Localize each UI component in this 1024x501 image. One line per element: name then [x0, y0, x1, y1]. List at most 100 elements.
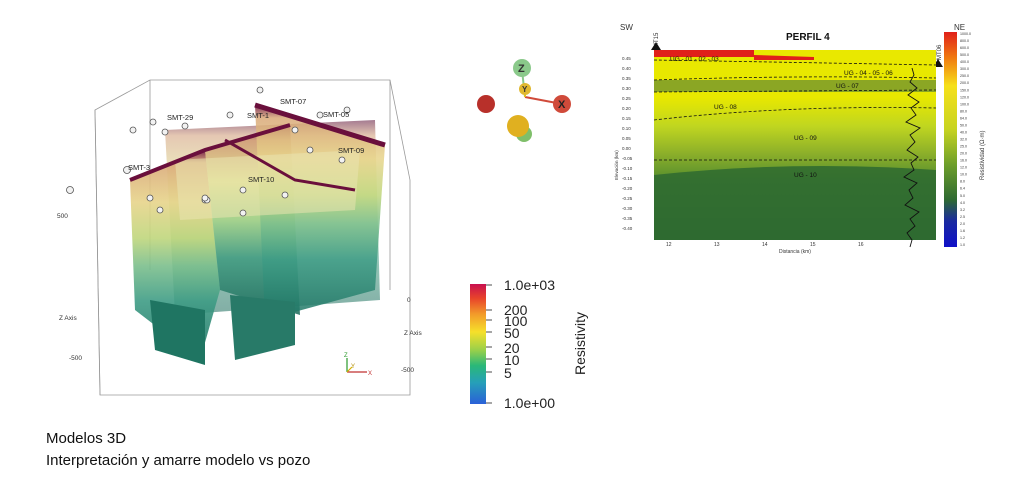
colorbar-tick: 10 — [504, 352, 520, 368]
unit-label: UG - 08 — [714, 104, 737, 111]
unit-label: UG - 10 — [794, 172, 817, 179]
colorbar-tick: 1.0e+00 — [504, 395, 555, 410]
scale-label: 800.0 — [960, 39, 969, 43]
station-label: SMT-1 — [247, 111, 269, 120]
y-tick: -0.40 — [622, 226, 633, 231]
scale-label: 1.2 — [960, 236, 965, 240]
y-tick: 0.15 — [622, 116, 631, 121]
well-log-trace — [903, 67, 921, 248]
station-marker-left — [651, 42, 661, 50]
right-direction: NE — [954, 23, 965, 32]
station-label: SMT-09 — [338, 146, 364, 155]
scale-label: 300.0 — [960, 67, 969, 71]
section-foot-mid — [230, 295, 295, 360]
scale-label: 1.6 — [960, 229, 965, 233]
x-axis-label: X — [558, 99, 566, 111]
y-tick: 0.35 — [622, 76, 631, 81]
axis-tick: -500 — [69, 355, 82, 362]
station-label: SMT-29 — [167, 113, 193, 122]
rim-3 — [224, 138, 356, 192]
mini-axes: Z Y X — [344, 353, 372, 377]
y-tick: -0.20 — [622, 186, 633, 191]
scale-label: 12.0 — [960, 166, 967, 170]
y-tick: -0.35 — [622, 216, 633, 221]
slice-top — [175, 150, 360, 220]
neg-y-dot — [507, 115, 529, 137]
mini-axis-z: Z — [344, 353, 348, 359]
station-label: SMT-07 — [280, 97, 306, 106]
right-station: MT06 — [937, 44, 943, 60]
z-axis-dot — [513, 59, 531, 77]
x-tick: 12 — [666, 242, 672, 248]
scale-label: 32.0 — [960, 138, 967, 142]
colorbar-tick: 1.0e+03 — [504, 280, 555, 293]
scale-label: 600.0 — [960, 46, 969, 50]
scale-label: 40.0 — [960, 130, 967, 134]
left-direction: SW — [620, 23, 633, 32]
y-tick: 0.40 — [622, 66, 631, 71]
colorbar-tick: 100 — [504, 313, 528, 329]
scale-label: 200.0 — [960, 81, 969, 85]
y-tick: 0.05 — [622, 136, 631, 141]
y-axis-label: Elevación (km) — [614, 150, 619, 180]
x-tick: 13 — [714, 242, 720, 248]
axis-label-right: Z Axis — [404, 330, 422, 337]
model-3d-view[interactable]: SMT-29 SMT-07 SMT-05 SMT-09 SMT-3 SMT-1 … — [55, 70, 425, 410]
scale-label: 20.0 — [960, 152, 967, 156]
rim-2 — [254, 102, 386, 148]
scale-label: 8.0 — [960, 180, 965, 184]
section-foot-left — [150, 300, 205, 365]
scale-label: 10.0 — [960, 173, 967, 177]
station-label: SMT-3 — [128, 163, 150, 172]
station-label: SMT-05 — [323, 110, 349, 119]
unit-label: UG - 07 — [836, 83, 859, 90]
scale-label: 250.0 — [960, 74, 969, 78]
unit-label: UG - 04 - 05 - 06 — [844, 70, 893, 77]
scale-label: 25.0 — [960, 145, 967, 149]
station-points — [66, 86, 351, 217]
axis-tick: -500 — [401, 367, 414, 374]
y-tick: 0.45 — [622, 56, 631, 61]
scale-label: 5.0 — [960, 194, 965, 198]
unit-label: UG - 09 — [794, 135, 817, 142]
y-tick: -0.30 — [622, 206, 633, 211]
colorbar-title: Resistivity — [572, 312, 588, 375]
y-tick: -0.05 — [622, 156, 633, 161]
scale-label: 6.4 — [960, 187, 965, 191]
y-axis-label: Y — [522, 85, 528, 94]
colorbar-tick: 5 — [504, 365, 512, 381]
scale-label: 80.0 — [960, 109, 967, 113]
y-axis-dot — [519, 83, 531, 95]
left-station: MT15 — [654, 32, 660, 48]
y-tick: 0.30 — [622, 86, 631, 91]
x-tick: 14 — [762, 242, 768, 248]
scale-title: Resistividad (Ω·m) — [980, 131, 986, 181]
axis-label-left: Z Axis — [59, 315, 77, 322]
scale-label: 4.0 — [960, 201, 965, 205]
scale-label: 100.0 — [960, 102, 969, 106]
resistivity-scale — [944, 32, 957, 247]
colorbar-tick: 50 — [504, 325, 520, 341]
y-tick: 0.10 — [622, 126, 631, 131]
axis-tick: 0 — [407, 297, 411, 304]
neg-x-dot — [477, 95, 495, 113]
scale-label: 50.0 — [960, 123, 967, 127]
colorbar-scale: 1.0e+03 200 100 50 20 10 5 1.0e+00 Resis… — [486, 280, 588, 410]
station-label: SMT-10 — [248, 175, 274, 184]
profile-panel[interactable]: SW PERFIL 4 NE MT15 MT06 UG - 01 - 02 - … — [614, 20, 999, 255]
scale-label: 3.2 — [960, 208, 965, 212]
x-axis-dot — [553, 95, 571, 113]
z-axis-label: Z — [518, 63, 525, 75]
orientation-widget[interactable]: Z Y X — [470, 52, 580, 152]
caption-line-2: Interpretación y amarre modelo vs pozo — [46, 452, 311, 469]
unit-label: UG - 01 - 02 - 03 — [670, 56, 719, 63]
y-tick: -0.10 — [622, 166, 633, 171]
scale-label: 16.0 — [960, 159, 967, 163]
scale-label: 1.0 — [960, 243, 965, 247]
colorbar-tick: 20 — [504, 340, 520, 356]
y-tick: -0.25 — [622, 196, 633, 201]
scale-label: 2.5 — [960, 215, 965, 219]
y-tick: 0.00 — [622, 146, 631, 151]
scale-label: 500.0 — [960, 53, 969, 57]
colorbar-tick: 200 — [504, 302, 528, 318]
